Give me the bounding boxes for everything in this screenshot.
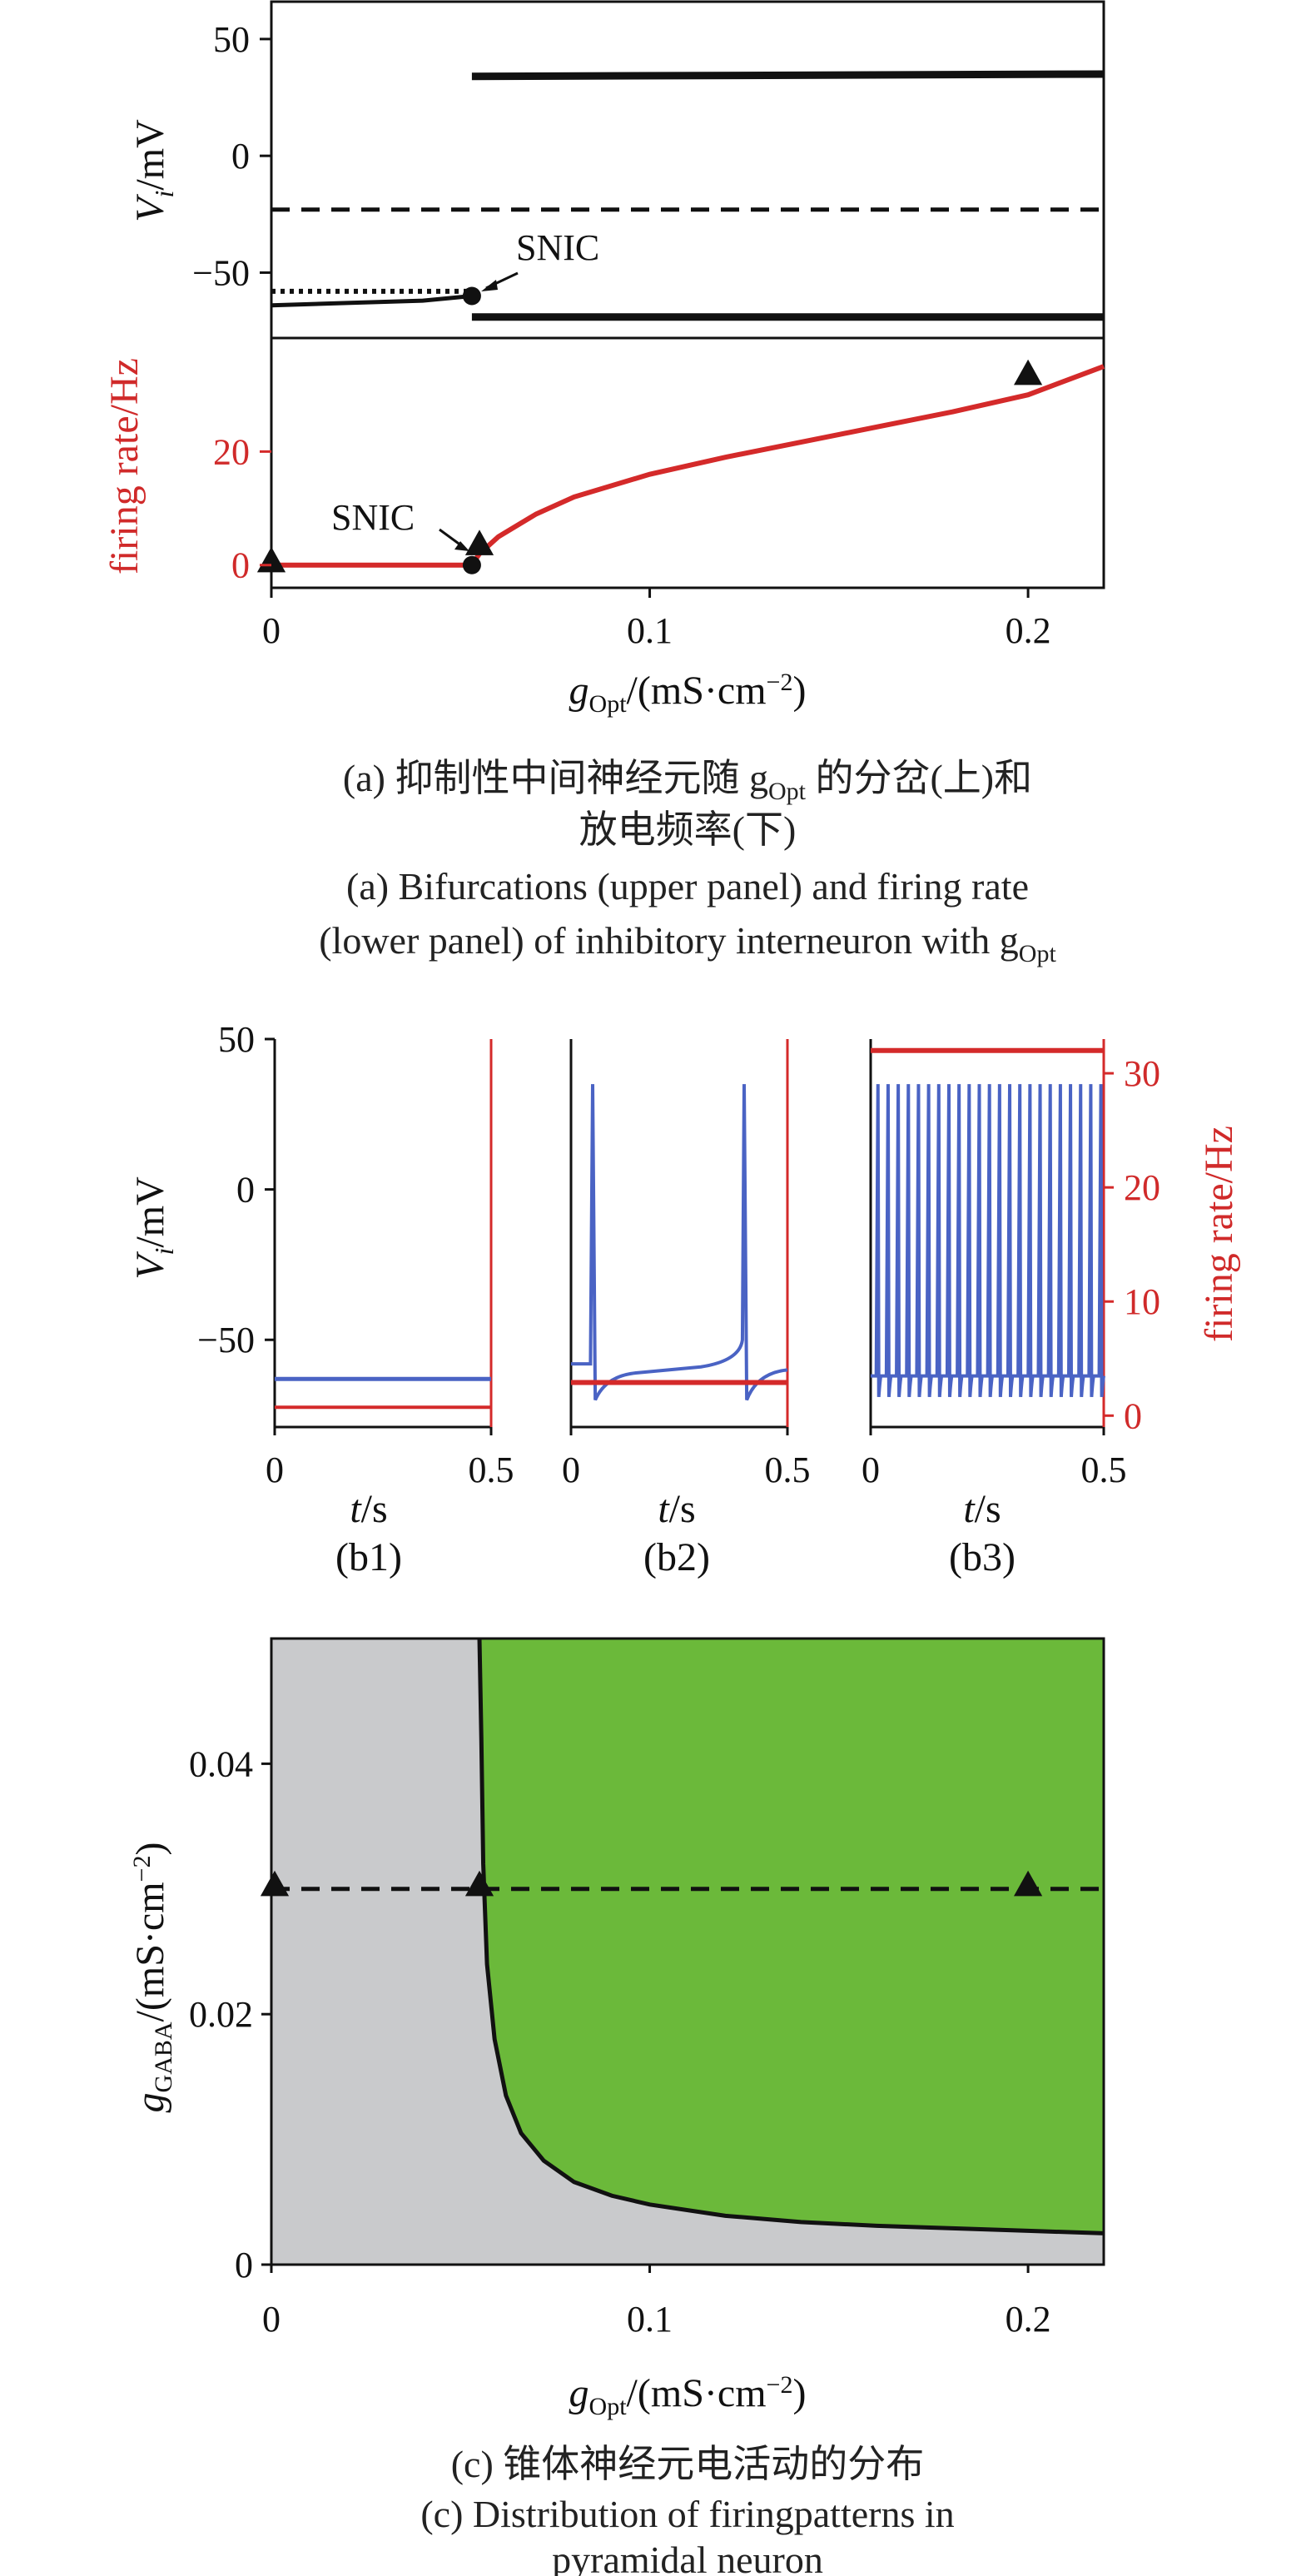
b2-membrane-potential-trace (571, 1084, 788, 1401)
b3-right-ytick-label: 20 (1124, 1167, 1160, 1208)
b3-xtick-label: 0.5 (1081, 1450, 1127, 1490)
a-upper-ytick-label: −50 (192, 252, 250, 293)
a-upper-yticks: 50 0 −50 (192, 19, 271, 293)
a-upper-series-solid-0 (271, 294, 473, 308)
a-lower-ytick-label: 20 (213, 431, 250, 472)
a-lower-ylabel: firing rate/Hz (102, 358, 146, 574)
c-plot: 0 0.02 0.04 0 0.1 0.2 (189, 1637, 1105, 2340)
b2-sublabel: (b2) (643, 1535, 710, 1579)
a-lower-ytick-label: 0 (231, 545, 250, 586)
c-ytick-label: 0.04 (189, 1743, 253, 1784)
a-lower-xtick-label: 0 (262, 610, 281, 651)
b2-xtick-label: 0 (562, 1450, 580, 1490)
b3-sublabel: (b3) (949, 1535, 1016, 1579)
b3-xtick-label: 0 (862, 1450, 880, 1490)
b2-xtick-label: 0.5 (765, 1450, 811, 1490)
b3-right-ytick-label: 10 (1124, 1281, 1160, 1322)
a-lower-snic-label: SNIC (331, 497, 415, 538)
b1-ytick-label: −50 (197, 1320, 255, 1360)
c-triangle-marker (260, 1870, 290, 1897)
c-frame (270, 1637, 1105, 2266)
c-xtick-label: 0.2 (1006, 2299, 1051, 2340)
a-upper-snic-label: SNIC (516, 227, 599, 268)
b-ylabel-left: Vi/mV (128, 1176, 179, 1280)
b-ylabel-right: firing rate/Hz (1197, 1126, 1241, 1342)
b1-xtick-label: 0.5 (469, 1450, 514, 1490)
a-lower-snic-point (462, 555, 481, 574)
c-ytick-label: 0.02 (189, 1994, 253, 2035)
a-upper-marks (271, 70, 1105, 321)
a-upper-ytick-label: 0 (231, 136, 250, 177)
c-ytick-label: 0 (235, 2245, 253, 2285)
a-caption-en-line1: (a) Bifurcations (upper panel) and firin… (346, 865, 1029, 908)
c-firing-region (479, 1639, 1104, 2234)
a-caption-zh-line1: (a) 抑制性中间神经元随 gOpt 的分岔(上)和 (343, 757, 1032, 805)
b2-plot: 0 0.5 (562, 1039, 811, 1490)
a-upper-ylabel: Vi/mV (128, 119, 179, 222)
b3-right-ytick-label: 0 (1124, 1395, 1142, 1436)
a-upper-snic-arrowhead (481, 280, 498, 291)
b1-ytick-label: 50 (218, 1019, 255, 1060)
c-ylabel: gGABA/(mS·cm−2) (128, 1842, 177, 2113)
a-lower-marks (256, 359, 1105, 574)
a-upper-frame (270, 0, 1105, 340)
c-triangle-marker (464, 1870, 494, 1897)
b1-xtick-label: 0 (266, 1450, 284, 1490)
b1-xlabel: t/s (350, 1487, 387, 1531)
a-caption-zh-line2: 放电频率(下) (579, 808, 797, 851)
panel-a: 50 0 −50 Vi/mV SNIC 0 20 0 0.1 0.2 firing rat… (102, 0, 1105, 967)
a-lower-xticks: 0 0.1 0.2 (262, 588, 1051, 651)
a-lower-triangle-marker (256, 546, 286, 573)
b2-xlabel: t/s (658, 1487, 695, 1531)
a-lower-triangle-marker (1013, 359, 1043, 385)
a-upper-snic-point (462, 286, 481, 306)
c-boundary-curve (477, 1638, 1105, 2235)
b1-plot: 50 0 −50 0 0.5 (197, 1019, 514, 1490)
a-lower-snic-arrowhead (454, 541, 469, 551)
a-lower-xtick-label: 0.1 (627, 610, 673, 651)
c-xtick-label: 0.1 (627, 2299, 673, 2340)
c-caption-zh: (c) 锥体神经元电活动的分布 (451, 2443, 925, 2485)
a-lower-firing-rate-line (271, 364, 1105, 568)
c-caption-en-line1: (c) Distribution of firingpatterns in (420, 2493, 954, 2535)
b3-right-ytick-label: 30 (1124, 1053, 1160, 1094)
b3-plot: 0 10 20 30 0 0.5 (862, 1039, 1160, 1490)
c-xlabel: gOpt/(mS·cm−2) (569, 2371, 807, 2420)
b3-membrane-potential-trace (871, 1084, 1105, 1398)
a-upper-ytick-label: 50 (213, 19, 250, 60)
c-triangle-marker (1013, 1870, 1043, 1897)
a-upper-series-solid-2 (471, 70, 1105, 81)
b1-sublabel: (b1) (335, 1535, 402, 1579)
c-caption-en-line2: pyramidal neuron (552, 2539, 823, 2576)
c-xtick-label: 0 (262, 2299, 281, 2340)
a-xlabel: gOpt/(mS·cm−2) (569, 669, 807, 718)
b3-xlabel: t/s (963, 1487, 1001, 1531)
b1-ytick-label: 0 (236, 1170, 255, 1211)
a-caption-en-line2: (lower panel) of inhibitory interneuron … (319, 919, 1056, 967)
a-lower-xtick-label: 0.2 (1006, 610, 1051, 651)
a-lower-yticks: 0 20 (213, 431, 271, 586)
panel-c: 0 0.02 0.04 0 0.1 0.2 gGABA/(mS·cm−2) gOpt/(m… (128, 1637, 1105, 2576)
a-lower-triangle-marker (464, 530, 494, 555)
a-lower-frame (270, 336, 1105, 589)
